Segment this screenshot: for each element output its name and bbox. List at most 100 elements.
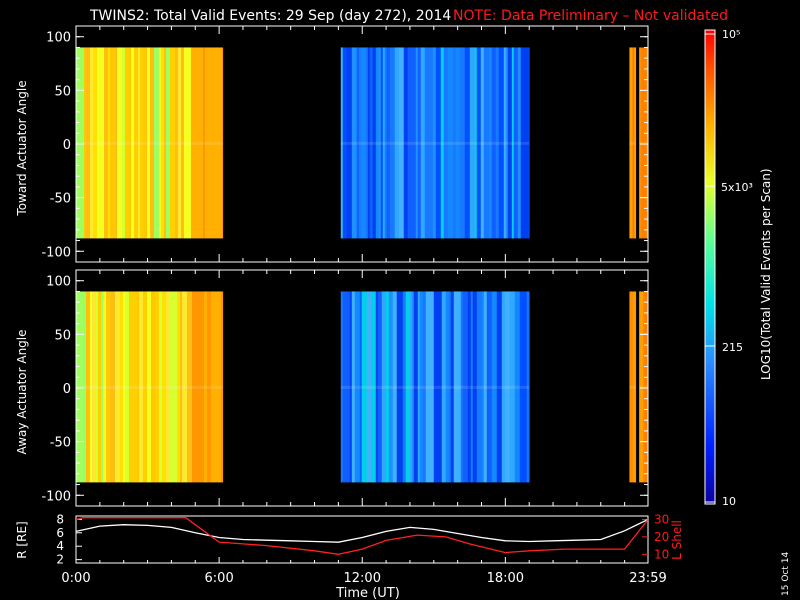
toward-heatmap-cell [108,47,111,239]
toward-heatmap-cell [145,47,148,239]
away-y-tick-label: 100 [46,275,71,290]
toward-heatmap-cell [513,47,519,239]
toward-heatmap-cell [517,47,522,239]
away-y-tick-label: -100 [41,489,71,504]
away-heatmap-cell [221,291,224,483]
toward-heatmap-cell [415,47,419,239]
colorbar-scale [704,29,716,505]
away-heatmap-cell [501,291,506,483]
toward-heatmap-segment [76,47,224,239]
colorbar-label: LOG10(Total Valid Events per Scan) [759,168,773,380]
lshell-series-line [76,517,648,555]
toward-heatmap-cell [483,47,490,239]
away-heatmap-cell [125,291,130,483]
away-heatmap-cell [402,291,407,483]
orbit-left-tick-label: 2 [56,553,64,567]
toward-heatmap-cell [464,47,471,239]
toward-heatmap-cell [184,47,188,239]
away-heatmap-cell [92,291,97,483]
away-heatmap-cell [177,291,181,483]
away-heatmap-cell [385,291,390,483]
away-zero-band [340,385,530,389]
away-heatmap-cell [180,291,183,483]
toward-heatmap-cell [194,47,200,239]
away-heatmap-cell [159,291,163,483]
x-tick-label: 23:59 [629,571,666,586]
away-heatmap-cell [483,291,488,483]
toward-heatmap-cell [417,47,422,239]
date-stamp: 15 Oct 14 [781,552,791,596]
away-heatmap-cell [143,291,148,483]
away-heatmap-cell [460,291,464,483]
toward-heatmap-cell [360,47,367,239]
toward-heatmap-cell [528,47,530,239]
away-heatmap-cell [392,291,398,483]
toward-zero-band [76,141,223,145]
toward-heatmap-cell [207,47,212,239]
away-heatmap-cell [450,291,455,483]
away-heatmap-cell [519,291,525,483]
away-heatmap-cell [123,291,126,483]
away-heatmap-cell [101,291,104,483]
away-heatmap-cell [120,291,124,483]
away-heatmap-cell [496,291,503,483]
toward-heatmap-cell [187,47,192,239]
away-heatmap-cell [377,291,383,483]
away-heatmap-cell [371,291,377,483]
away-heatmap-cell [204,291,208,483]
toward-heatmap-cell [79,47,82,239]
toward-heatmap-cell [346,47,353,239]
toward-heatmap-cell [199,47,204,239]
away-heatmap-cell [359,291,363,483]
away-y-tick-label: -50 [50,436,71,451]
toward-heatmap-cell [394,47,400,239]
toward-zero-band [340,141,530,145]
toward-heatmap-cell [641,47,644,239]
away-heatmap-cell [192,291,198,483]
colorbar-tick-label: 10 [722,495,736,508]
toward-heatmap-cell [511,47,515,239]
toward-heatmap-cell [170,47,176,239]
away-heatmap-cell [78,291,83,483]
toward-heatmap-cell [356,47,360,239]
away-heatmap-cell [139,291,144,483]
toward-heatmap-cell [211,47,214,239]
away-heatmap-cell [151,291,156,483]
colorbar-tick-label: 215 [722,341,743,354]
away-heatmap-cell [413,291,417,483]
away-heatmap-cell [467,291,472,483]
toward-heatmap-cell [138,47,141,239]
toward-heatmap-cell [178,47,182,239]
away-heatmap-cell [169,291,174,483]
away-heatmap-cell [197,291,203,483]
toward-heatmap-cell [222,47,224,239]
toward-y-tick-label: -100 [41,245,71,260]
toward-heatmap-cell [427,47,434,239]
away-heatmap-cell [345,291,351,483]
away-heatmap-cell [162,291,167,483]
away-heatmap-cell [517,291,521,483]
toward-heatmap-cell [507,47,513,239]
away-heatmap-cell [411,291,415,483]
toward-heatmap-cell [498,47,505,239]
x-axis-label: Time (UT) [335,586,400,600]
toward-heatmap-cell [386,47,391,239]
away-heatmap-cell [478,291,483,483]
toward-heatmap-cell [97,47,101,239]
toward-heatmap-cell [213,47,217,239]
away-heatmap-cell [103,291,107,483]
toward-heatmap-cell [447,47,454,239]
away-heatmap-cell [129,291,135,483]
away-heatmap-cell [396,291,400,483]
toward-heatmap-cell [420,47,426,239]
toward-heatmap-cell [407,47,412,239]
away-heatmap-cell [98,291,102,483]
away-heatmap-cell [514,291,519,483]
away-heatmap-cell [629,291,634,483]
toward-heatmap-cell [455,47,461,239]
away-heatmap-cell [481,291,485,483]
away-panel: 100 50 0 -50 -100 [41,269,649,507]
away-heatmap-cell [354,291,361,483]
toward-heatmap-cell [491,47,497,239]
away-heatmap-cell [96,291,99,483]
